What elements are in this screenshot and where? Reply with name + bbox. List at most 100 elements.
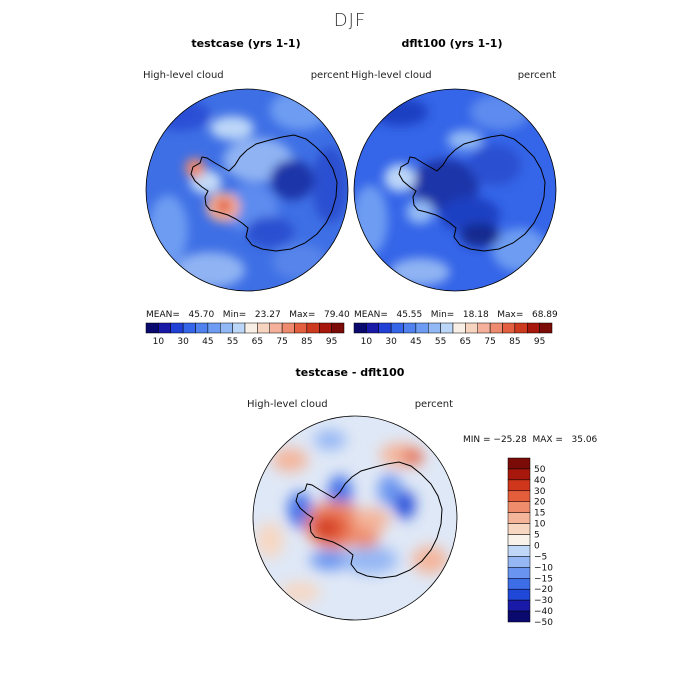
- colorbar-tick-label: 30: [385, 337, 397, 347]
- colorbar-swatch: [428, 322, 441, 334]
- colorbar-swatch: [319, 322, 332, 334]
- colorbar-tick-label: 50: [534, 465, 546, 475]
- colorbar-tick-label: −10: [534, 563, 553, 573]
- colorbar-swatch: [514, 322, 528, 334]
- panel-testcase: testcase (yrs 1-1) High-level cloud perc…: [143, 37, 350, 347]
- colorbar-swatch: [366, 322, 379, 334]
- colorbar-swatches: [507, 457, 531, 623]
- colorbar: 10 30 45 55 65 75 85 95: [353, 322, 553, 347]
- season-title: DJF: [334, 10, 367, 31]
- stats-text: MEAN= 45.70 Min= 23.27 Max= 79.40: [146, 310, 350, 320]
- colorbar-tick-label: 75: [276, 337, 287, 347]
- colorbar-tick-label: 5: [534, 531, 540, 541]
- colorbar-tick-label: 40: [534, 476, 546, 486]
- map-polar: [252, 415, 458, 621]
- colorbar-swatch: [507, 479, 531, 492]
- colorbar-tick-label: 10: [361, 337, 373, 347]
- colorbar-ticks: 50 40 30 20 15 10 5 0 −5 −10 −15 −20 −30…: [534, 465, 553, 628]
- variable-label: High-level cloud: [143, 70, 224, 81]
- colorbar-swatch: [507, 545, 531, 557]
- colorbar-swatch: [507, 534, 531, 546]
- colorbar: 10 30 45 55 65 75 85 95: [145, 322, 345, 347]
- panel-dflt100: dflt100 (yrs 1-1) High-level cloud perce…: [351, 37, 558, 347]
- colorbar-tick-label: 30: [177, 337, 189, 347]
- colorbar-tick-label: −5: [534, 552, 547, 562]
- colorbar-swatch: [232, 322, 246, 334]
- colorbar-tick-label: −15: [534, 574, 553, 584]
- colorbar-tick-label: 15: [534, 509, 545, 519]
- colorbar-swatch: [502, 322, 516, 334]
- colorbar-swatch: [182, 322, 196, 334]
- colorbar-swatch: [207, 322, 221, 334]
- colorbar-swatch: [306, 322, 320, 334]
- panel-title: testcase (yrs 1-1): [191, 37, 300, 50]
- colorbar-swatch: [507, 556, 531, 568]
- stats-text: MEAN= 45.55 Min= 18.18 Max= 68.89: [354, 310, 558, 320]
- colorbar-swatch: [507, 501, 531, 513]
- units-label: percent: [518, 70, 556, 81]
- colorbar-tick-label: 30: [534, 487, 546, 497]
- colorbar-swatch: [507, 578, 531, 590]
- colorbar-swatch: [269, 322, 283, 334]
- units-label: percent: [415, 399, 453, 410]
- colorbar-swatch: [294, 322, 308, 334]
- colorbar-tick-label: 95: [534, 337, 545, 347]
- colorbar-swatch: [507, 523, 531, 535]
- colorbar-swatch: [489, 322, 503, 334]
- panel-difference: testcase - dflt100 High-level cloud perc…: [247, 366, 598, 628]
- colorbar-tick-label: 10: [534, 520, 546, 530]
- colorbar: 50 40 30 20 15 10 5 0 −5 −10 −15 −20 −30…: [507, 457, 553, 628]
- variable-label: High-level cloud: [351, 70, 432, 81]
- map-polar: [353, 88, 557, 292]
- colorbar-tick-label: 75: [484, 337, 495, 347]
- colorbar-swatch: [220, 322, 233, 334]
- colorbar-swatch: [507, 512, 531, 524]
- colorbar-swatch: [195, 322, 209, 334]
- colorbar-tick-label: −50: [534, 618, 553, 628]
- colorbar-swatch: [507, 468, 531, 481]
- stats-text: MIN = −25.28 MAX = 35.06: [463, 435, 598, 445]
- colorbar-tick-label: 20: [534, 498, 546, 508]
- colorbar-swatch: [244, 322, 258, 334]
- variable-label: High-level cloud: [247, 399, 328, 410]
- colorbar-swatch: [527, 322, 540, 334]
- colorbar-tick-label: 55: [435, 337, 446, 347]
- colorbar-tick-label: 0: [534, 541, 540, 551]
- colorbar-swatch: [158, 322, 171, 334]
- colorbar-swatch: [353, 322, 367, 334]
- colorbar-ticks: 10 30 45 55 65 75 85 95: [361, 337, 546, 347]
- colorbar-swatch: [465, 322, 478, 334]
- colorbar-tick-label: −30: [534, 596, 553, 606]
- colorbar-ticks: 10 30 45 55 65 75 85 95: [153, 337, 338, 347]
- colorbar-swatch: [452, 322, 466, 334]
- colorbar-tick-label: −40: [534, 607, 553, 617]
- colorbar-swatch: [507, 567, 531, 579]
- colorbar-tick-label: 55: [227, 337, 238, 347]
- colorbar-swatch: [507, 490, 531, 502]
- colorbar-swatch: [378, 322, 392, 334]
- colorbar-tick-label: 85: [509, 337, 520, 347]
- colorbar-swatch: [507, 457, 531, 470]
- colorbar-swatch: [145, 322, 159, 334]
- colorbar-tick-label: −20: [534, 585, 553, 595]
- units-label: percent: [311, 70, 349, 81]
- colorbar-swatch: [507, 588, 531, 601]
- colorbar-swatch: [507, 599, 531, 612]
- colorbar-swatch: [170, 322, 184, 334]
- colorbar-swatch: [539, 322, 553, 334]
- colorbar-swatch: [415, 322, 429, 334]
- panel-title: testcase - dflt100: [296, 366, 405, 379]
- colorbar-tick-label: 45: [410, 337, 421, 347]
- colorbar-swatch: [440, 322, 454, 334]
- colorbar-swatch: [281, 322, 295, 334]
- colorbar-tick-label: 85: [301, 337, 312, 347]
- colorbar-tick-label: 65: [460, 337, 471, 347]
- colorbar-swatch: [390, 322, 404, 334]
- colorbar-swatches: [145, 322, 345, 334]
- colorbar-swatch: [403, 322, 417, 334]
- panel-title: dflt100 (yrs 1-1): [402, 37, 503, 50]
- colorbar-swatch: [257, 322, 270, 334]
- colorbar-swatch: [477, 322, 491, 334]
- colorbar-tick-label: 45: [202, 337, 213, 347]
